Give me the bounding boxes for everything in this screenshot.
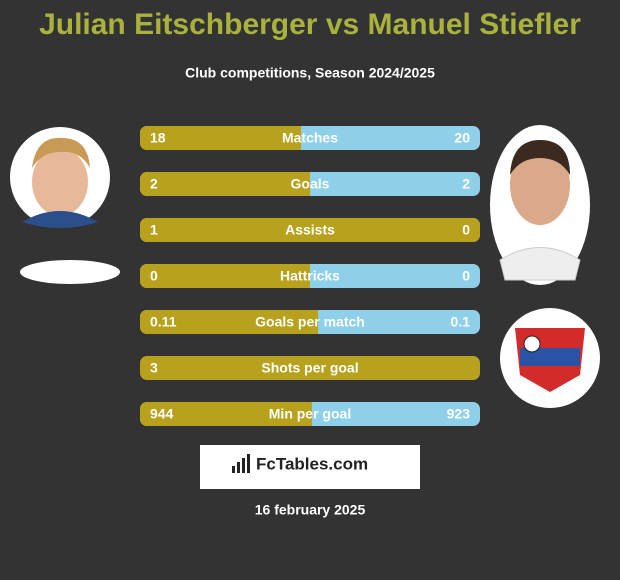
left-value: 944 [150, 406, 174, 422]
left-bar [140, 218, 480, 242]
right-player-photo [490, 125, 590, 285]
left-value: 3 [150, 360, 158, 376]
stat-label: Shots per goal [261, 360, 358, 376]
left-club-logo [20, 260, 120, 284]
right-value: 2 [462, 176, 470, 192]
left-bar [140, 356, 480, 380]
brand: FcTables.com [256, 454, 368, 473]
right-club-logo [500, 308, 600, 408]
stat-label: Matches [282, 130, 338, 146]
left-value: 18 [150, 130, 166, 146]
left-bar [140, 126, 302, 150]
stat-label: Goals per match [255, 314, 365, 330]
left-value: 0 [150, 268, 158, 284]
left-bar [140, 172, 310, 196]
brand-icon [232, 454, 250, 473]
stat-label: Min per goal [269, 406, 351, 422]
right-value: 0.1 [451, 314, 471, 330]
left-value: 1 [150, 222, 158, 238]
left-value: 0.11 [150, 314, 177, 330]
left-player-photo [10, 127, 110, 228]
left-bar [140, 402, 312, 426]
title: Julian Eitschberger vs Manuel Stiefler [39, 8, 581, 41]
date: 16 february 2025 [255, 502, 366, 518]
stat-label: Assists [285, 222, 335, 238]
stat-label: Hattricks [280, 268, 340, 284]
stat-label: Goals [291, 176, 330, 192]
right-value: 923 [447, 406, 471, 422]
left-value: 2 [150, 176, 158, 192]
right-value: 20 [454, 130, 470, 146]
right-value: 0 [462, 268, 470, 284]
left-bar [140, 310, 319, 334]
left-bar [140, 264, 310, 288]
brand-box [200, 445, 420, 489]
subtitle: Club competitions, Season 2024/2025 [185, 65, 435, 81]
right-value: 0 [462, 222, 470, 238]
